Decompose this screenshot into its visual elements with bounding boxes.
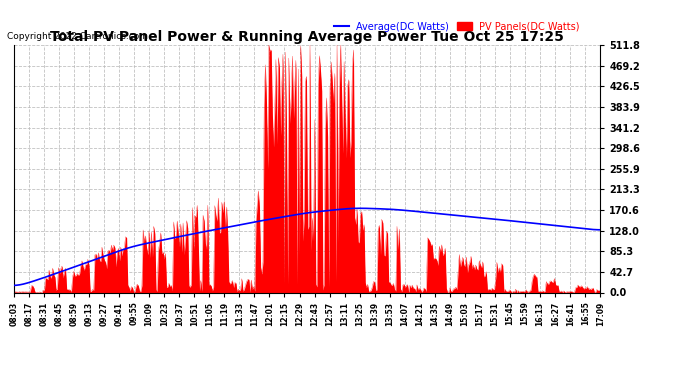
Title: Total PV Panel Power & Running Average Power Tue Oct 25 17:25: Total PV Panel Power & Running Average P… <box>50 30 564 44</box>
Legend: Average(DC Watts), PV Panels(DC Watts): Average(DC Watts), PV Panels(DC Watts) <box>330 18 584 36</box>
Text: Copyright 2022 Cartronics.com: Copyright 2022 Cartronics.com <box>7 32 148 41</box>
